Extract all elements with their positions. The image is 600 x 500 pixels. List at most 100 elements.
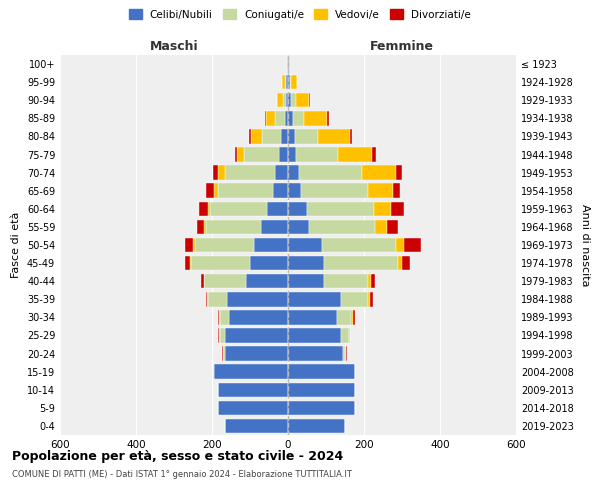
Bar	[288, 220, 309, 234]
Bar	[322, 238, 396, 252]
Bar	[222, 346, 223, 361]
Bar	[273, 184, 288, 198]
Bar	[397, 238, 404, 252]
Bar	[213, 364, 214, 379]
Bar	[277, 93, 283, 108]
Bar	[371, 274, 374, 288]
Bar	[237, 148, 244, 162]
Bar	[307, 202, 373, 216]
Bar	[288, 364, 355, 379]
Bar	[287, 57, 288, 72]
Bar	[299, 166, 362, 180]
Legend: Celibi/Nubili, Coniugati/e, Vedovi/e, Divorziati/e: Celibi/Nubili, Coniugati/e, Vedovi/e, Di…	[125, 5, 475, 24]
Bar	[350, 129, 352, 144]
Bar	[226, 346, 288, 361]
Bar	[220, 310, 229, 324]
Bar	[288, 292, 341, 306]
Bar	[402, 256, 410, 270]
Bar	[373, 148, 376, 162]
Bar	[368, 274, 371, 288]
Bar	[288, 310, 337, 324]
Bar	[288, 184, 301, 198]
Text: Popolazione per età, sesso e stato civile - 2024: Popolazione per età, sesso e stato civil…	[12, 450, 343, 463]
Bar	[288, 166, 299, 180]
Bar	[278, 148, 288, 162]
Bar	[227, 292, 288, 306]
Bar	[203, 274, 205, 288]
Bar	[288, 75, 290, 90]
Bar	[226, 418, 288, 433]
Bar	[288, 111, 293, 126]
Bar	[190, 256, 191, 270]
Bar	[289, 57, 290, 72]
Bar	[291, 93, 296, 108]
Bar	[286, 93, 288, 108]
Bar	[288, 400, 355, 415]
Bar	[296, 93, 309, 108]
Bar	[191, 256, 250, 270]
Bar	[337, 310, 350, 324]
Bar	[288, 93, 291, 108]
Bar	[218, 310, 219, 324]
Bar	[254, 238, 288, 252]
Bar	[288, 346, 343, 361]
Bar	[387, 220, 398, 234]
Bar	[288, 328, 341, 342]
Bar	[218, 184, 273, 198]
Bar	[291, 75, 297, 90]
Bar	[288, 418, 345, 433]
Bar	[185, 238, 193, 252]
Bar	[266, 111, 275, 126]
Bar	[214, 364, 288, 379]
Bar	[341, 292, 368, 306]
Bar	[341, 328, 349, 342]
Bar	[229, 310, 288, 324]
Bar	[288, 57, 289, 72]
Bar	[285, 111, 288, 126]
Bar	[288, 382, 355, 397]
Y-axis label: Fasce di età: Fasce di età	[11, 212, 21, 278]
Bar	[262, 129, 281, 144]
Bar	[267, 202, 288, 216]
Bar	[214, 184, 218, 198]
Bar	[210, 202, 267, 216]
Bar	[206, 292, 208, 306]
Bar	[288, 274, 324, 288]
Text: COMUNE DI PATTI (ME) - Dati ISTAT 1° gennaio 2024 - Elaborazione TUTTITALIA.IT: COMUNE DI PATTI (ME) - Dati ISTAT 1° gen…	[12, 470, 352, 479]
Bar	[197, 220, 205, 234]
Bar	[350, 310, 353, 324]
Bar	[265, 111, 266, 126]
Bar	[295, 129, 317, 144]
Bar	[346, 346, 347, 361]
Bar	[218, 400, 288, 415]
Bar	[288, 129, 295, 144]
Bar	[200, 274, 203, 288]
Bar	[195, 238, 254, 252]
Bar	[244, 148, 278, 162]
Bar	[205, 274, 246, 288]
Bar	[208, 292, 227, 306]
Bar	[288, 148, 296, 162]
Bar	[304, 111, 327, 126]
Bar	[218, 166, 226, 180]
Bar	[324, 256, 398, 270]
Bar	[324, 274, 368, 288]
Bar	[349, 328, 350, 342]
Bar	[206, 220, 262, 234]
Bar	[213, 166, 218, 180]
Bar	[327, 111, 329, 126]
Bar	[223, 346, 226, 361]
Bar	[353, 310, 355, 324]
Text: Maschi: Maschi	[149, 40, 199, 52]
Bar	[219, 310, 220, 324]
Text: Femmine: Femmine	[370, 40, 434, 52]
Bar	[404, 238, 421, 252]
Y-axis label: Anni di nascita: Anni di nascita	[580, 204, 590, 286]
Bar	[288, 238, 322, 252]
Bar	[250, 256, 288, 270]
Bar	[288, 202, 307, 216]
Bar	[199, 202, 208, 216]
Bar	[275, 111, 285, 126]
Bar	[370, 292, 373, 306]
Bar	[275, 166, 288, 180]
